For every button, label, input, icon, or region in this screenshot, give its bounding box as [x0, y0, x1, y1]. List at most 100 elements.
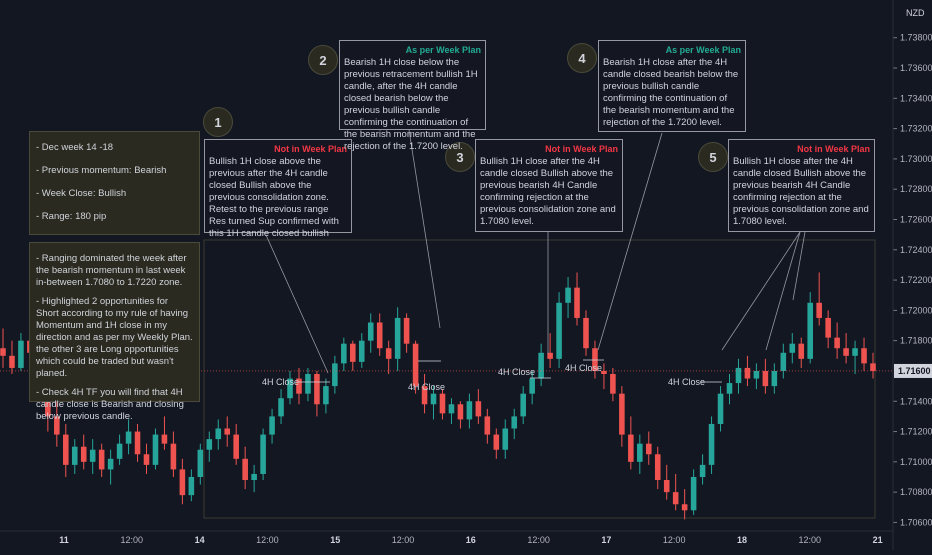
- note-1-tag: Not in Week Plan: [274, 144, 347, 154]
- candle-body: [834, 337, 840, 349]
- candle-body: [197, 449, 204, 477]
- price-tick-label: 1.71400: [900, 396, 932, 406]
- candle-body: [269, 416, 275, 435]
- candle-body: [628, 434, 634, 462]
- candle-body: [520, 393, 526, 417]
- close-label-1: 4H Close: [262, 377, 300, 387]
- candle-body: [403, 317, 410, 344]
- candle-body: [296, 378, 302, 394]
- candle-body: [314, 373, 320, 405]
- note-1-text: Bullish 1H close above the previous afte…: [209, 156, 339, 239]
- candle-body: [807, 302, 813, 359]
- current-price-tag: [894, 363, 932, 378]
- note-3-text: Bullish 1H close after the 4H candle clo…: [480, 156, 616, 227]
- candle-body: [332, 363, 338, 387]
- price-tick-label: 1.73600: [900, 63, 932, 73]
- candle-body: [771, 370, 778, 387]
- price-tick-label: 1.70600: [900, 517, 932, 527]
- candle-body: [493, 434, 500, 450]
- arrows-group: [265, 129, 806, 374]
- time-tick-label: 12:00: [663, 535, 686, 545]
- candle-body: [367, 322, 374, 341]
- candle-body: [152, 434, 159, 465]
- candle-body: [9, 355, 15, 368]
- candle-body: [502, 428, 509, 450]
- candle-body: [780, 352, 787, 371]
- badge-4: 4: [567, 43, 597, 73]
- note-4: As per Week Plan Bearish 1H close after …: [598, 40, 746, 132]
- candle-body: [852, 348, 858, 356]
- candle-body: [242, 458, 248, 481]
- candle-body: [412, 343, 419, 387]
- candle-body: [457, 404, 464, 420]
- candle-body: [116, 443, 123, 459]
- candle-body: [394, 317, 401, 359]
- arrow-5b: [765, 231, 801, 351]
- candle-body: [206, 439, 213, 450]
- candle-body: [161, 434, 168, 444]
- candle-body: [484, 416, 491, 435]
- candle-body: [350, 343, 356, 362]
- candle-body: [224, 428, 231, 435]
- price-axis[interactable]: NZD 1.73800 1.73600 1.73400 1.73200 1.73000 1.…: [0, 8, 932, 527]
- candle-body: [753, 370, 760, 379]
- candle-body: [699, 464, 706, 477]
- candle-body: [610, 373, 616, 394]
- candle-body: [663, 480, 670, 493]
- time-tick-label: 12:00: [392, 535, 415, 545]
- note-2-text: Bearish 1H close below the previous retr…: [344, 57, 478, 152]
- candle-body: [529, 378, 535, 394]
- time-tick-label: 12:00: [799, 535, 822, 545]
- candle-body: [439, 393, 446, 414]
- candle-body: [385, 348, 392, 359]
- arrow-5c: [792, 231, 806, 301]
- candle-body: [358, 340, 365, 362]
- time-tick-label: 15: [330, 535, 340, 545]
- price-tick-label: 1.70800: [900, 487, 932, 497]
- info-range: - Range: 180 pip: [36, 211, 107, 222]
- candle-body: [376, 322, 383, 349]
- candle-body: [188, 476, 195, 496]
- candle-body: [789, 343, 796, 353]
- candle-body: [63, 434, 69, 465]
- candle-body: [735, 367, 742, 384]
- candle-body: [89, 449, 96, 462]
- time-tick-label: 12:00: [527, 535, 550, 545]
- candle-body: [251, 473, 257, 481]
- candle-body: [430, 393, 437, 405]
- price-tick-label: 1.73400: [900, 93, 932, 103]
- note-4-tag: As per Week Plan: [665, 45, 741, 55]
- candle-body: [71, 446, 78, 465]
- time-tick-label: 12:00: [121, 535, 144, 545]
- price-tick-label: 1.73200: [900, 124, 932, 134]
- time-tick-label: 21: [873, 535, 883, 545]
- candle-body: [260, 434, 266, 474]
- candle-body: [233, 434, 239, 459]
- arrow-2: [408, 129, 441, 329]
- time-tick-label: 18: [737, 535, 747, 545]
- note-1: Not in Week Plan Bullish 1H close above …: [204, 139, 352, 239]
- note-3: Not in Week Plan Bullish 1H close after …: [475, 139, 623, 232]
- candle-body: [323, 386, 329, 405]
- candle-body: [179, 469, 186, 496]
- badge-3: 3: [445, 142, 475, 172]
- candles-group: [0, 272, 876, 520]
- note-2: As per Week Plan Bearish 1H close below …: [339, 40, 486, 152]
- analysis-p1: - Ranging dominated the week after the b…: [36, 253, 187, 288]
- candle-body: [18, 340, 24, 368]
- candle-body: [556, 302, 562, 359]
- note-4-text: Bearish 1H close after the 4H candle clo…: [603, 57, 739, 128]
- candle-body: [744, 367, 751, 379]
- candle-body: [475, 401, 482, 417]
- candle-body: [861, 348, 867, 364]
- analysis-p2: - Highlighted 2 opportunities for Short …: [36, 296, 193, 379]
- close-label-3: 4H Close: [498, 367, 536, 377]
- time-tick-label: 16: [466, 535, 476, 545]
- time-tick-label: 11: [59, 535, 69, 545]
- time-tick-label: 17: [601, 535, 611, 545]
- candle-body: [708, 423, 715, 465]
- time-axis[interactable]: 11 12:00 14 12:00 15 12:00 16 12:00 17 12:00 18 12:…: [0, 0, 894, 550]
- candle-body: [466, 401, 473, 420]
- candle-body: [143, 454, 150, 465]
- price-tick-label: 1.71200: [900, 427, 932, 437]
